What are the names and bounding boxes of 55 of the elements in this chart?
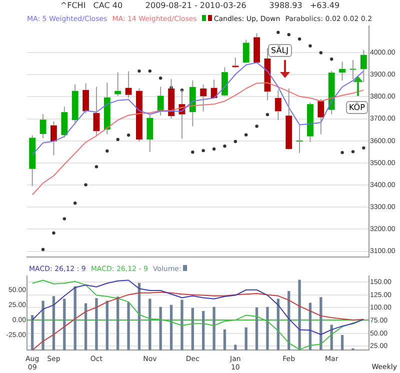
point (362, 146, 366, 150)
candlestick (40, 114, 46, 139)
point (223, 144, 226, 148)
point (148, 69, 152, 73)
candlestick (125, 70, 132, 98)
point (351, 150, 355, 154)
candlestick (157, 86, 164, 116)
point (212, 147, 216, 151)
candlestick (254, 32, 260, 64)
candlestick (29, 134, 36, 187)
point (234, 140, 238, 144)
candlestick (200, 84, 207, 112)
candlestick (274, 90, 282, 121)
point (73, 202, 77, 205)
candlestick (93, 86, 100, 136)
point (319, 51, 323, 54)
annotation: KÖP (346, 101, 368, 114)
candlestick (189, 80, 196, 127)
candlestick (82, 82, 89, 114)
point (84, 183, 88, 186)
candlestick (242, 39, 250, 63)
candlestick (328, 70, 335, 115)
chart-title: ^FCHI CAC 40 2009-08-21 - 2010-03-26 3988.93 +63.49 (59, 0, 341, 12)
point (276, 30, 280, 34)
point (298, 37, 302, 41)
point (308, 44, 312, 48)
point (126, 134, 130, 137)
candlestick (339, 61, 346, 82)
candlestick (146, 113, 154, 152)
point (106, 149, 109, 153)
point (94, 165, 98, 168)
point (255, 124, 258, 128)
point (266, 112, 270, 116)
point (287, 33, 290, 36)
point (138, 69, 141, 73)
point (41, 248, 45, 252)
candlestick (61, 106, 68, 138)
candlestick (307, 102, 314, 142)
annotation: SÄLJ (268, 44, 292, 57)
candlestick (114, 72, 122, 97)
candlestick (104, 82, 110, 135)
point (191, 150, 194, 154)
candlestick (318, 98, 324, 135)
point (330, 58, 334, 61)
point (62, 217, 66, 220)
candlestick (72, 84, 78, 126)
candlestick (50, 120, 57, 156)
candlestick (286, 88, 292, 150)
candlestick (136, 88, 142, 142)
point (116, 138, 120, 142)
point (202, 148, 205, 152)
point (52, 231, 56, 235)
point (340, 150, 344, 154)
point (158, 76, 162, 80)
point (244, 133, 248, 136)
